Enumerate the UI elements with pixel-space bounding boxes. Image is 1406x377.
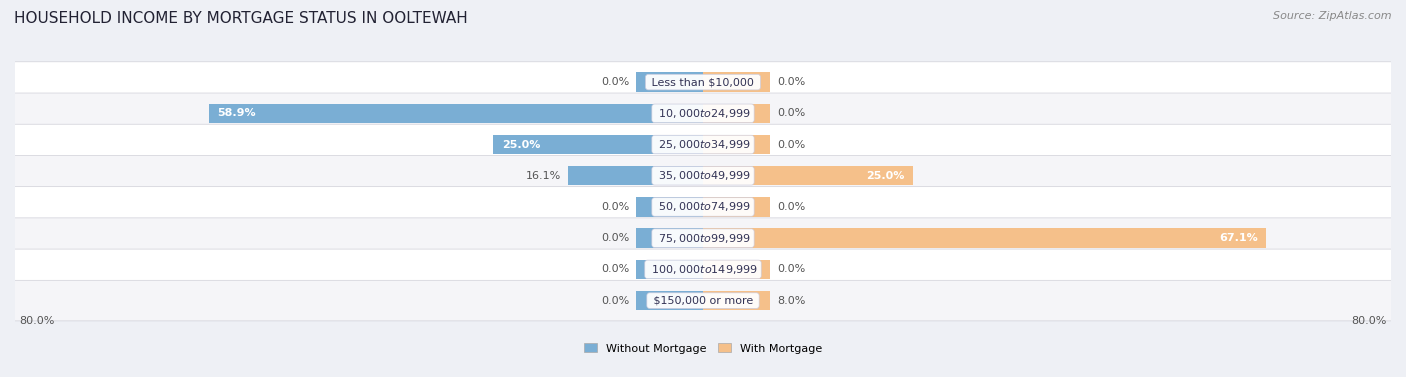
Text: 80.0%: 80.0%: [20, 316, 55, 326]
Text: 0.0%: 0.0%: [600, 296, 628, 306]
Text: $35,000 to $49,999: $35,000 to $49,999: [655, 169, 751, 182]
FancyBboxPatch shape: [14, 62, 1392, 103]
Text: 0.0%: 0.0%: [778, 264, 806, 274]
FancyBboxPatch shape: [14, 280, 1392, 321]
Bar: [703, 260, 770, 279]
FancyBboxPatch shape: [14, 155, 1392, 196]
Bar: [636, 72, 703, 92]
Bar: [703, 166, 912, 185]
Bar: [703, 72, 770, 92]
Text: 0.0%: 0.0%: [600, 202, 628, 212]
Text: 0.0%: 0.0%: [600, 77, 628, 87]
Text: 0.0%: 0.0%: [778, 202, 806, 212]
Bar: [703, 135, 770, 154]
Bar: [494, 135, 703, 154]
Bar: [636, 291, 703, 310]
Text: HOUSEHOLD INCOME BY MORTGAGE STATUS IN OOLTEWAH: HOUSEHOLD INCOME BY MORTGAGE STATUS IN O…: [14, 11, 468, 26]
Text: 16.1%: 16.1%: [526, 171, 561, 181]
Text: $50,000 to $74,999: $50,000 to $74,999: [655, 201, 751, 213]
Text: 0.0%: 0.0%: [600, 264, 628, 274]
Text: $150,000 or more: $150,000 or more: [650, 296, 756, 306]
FancyBboxPatch shape: [14, 124, 1392, 165]
FancyBboxPatch shape: [14, 187, 1392, 227]
Bar: [636, 260, 703, 279]
Bar: [703, 197, 770, 217]
FancyBboxPatch shape: [14, 218, 1392, 259]
Text: 8.0%: 8.0%: [778, 296, 806, 306]
Text: 0.0%: 0.0%: [778, 108, 806, 118]
Bar: [703, 104, 770, 123]
Bar: [703, 228, 1265, 248]
Bar: [636, 228, 703, 248]
FancyBboxPatch shape: [14, 249, 1392, 290]
Text: Source: ZipAtlas.com: Source: ZipAtlas.com: [1274, 11, 1392, 21]
Text: 0.0%: 0.0%: [778, 139, 806, 150]
Bar: [636, 197, 703, 217]
Bar: [703, 291, 770, 310]
Text: 25.0%: 25.0%: [502, 139, 540, 150]
Text: 58.9%: 58.9%: [217, 108, 256, 118]
Text: 0.0%: 0.0%: [600, 233, 628, 243]
Legend: Without Mortgage, With Mortgage: Without Mortgage, With Mortgage: [579, 339, 827, 358]
Text: 80.0%: 80.0%: [1351, 316, 1386, 326]
Text: Less than $10,000: Less than $10,000: [648, 77, 758, 87]
Text: 0.0%: 0.0%: [778, 77, 806, 87]
Text: 67.1%: 67.1%: [1219, 233, 1257, 243]
FancyBboxPatch shape: [14, 93, 1392, 133]
Text: $75,000 to $99,999: $75,000 to $99,999: [655, 232, 751, 245]
Text: $25,000 to $34,999: $25,000 to $34,999: [655, 138, 751, 151]
Bar: [568, 166, 703, 185]
Text: $100,000 to $149,999: $100,000 to $149,999: [648, 263, 758, 276]
Text: 25.0%: 25.0%: [866, 171, 904, 181]
Bar: [209, 104, 703, 123]
Text: $10,000 to $24,999: $10,000 to $24,999: [655, 107, 751, 120]
